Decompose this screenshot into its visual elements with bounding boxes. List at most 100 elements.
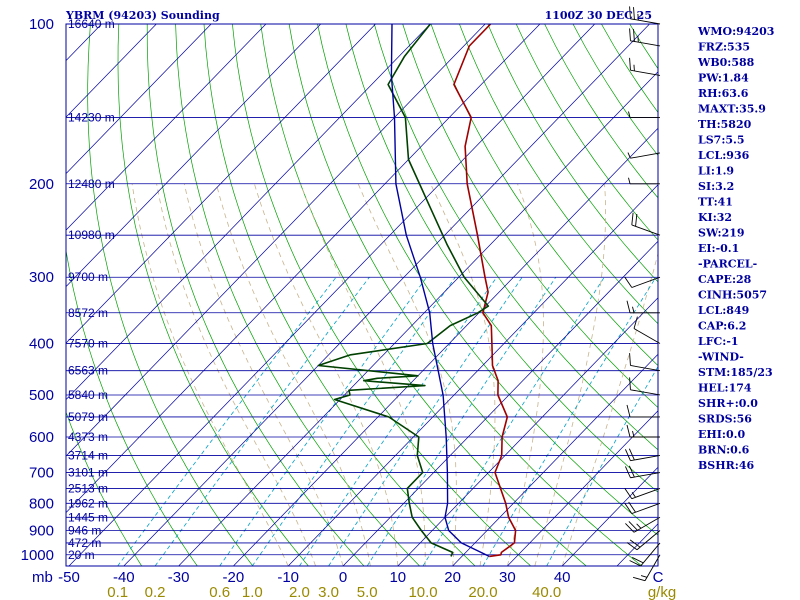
wind-barb-flag bbox=[633, 7, 635, 20]
height-label: 9700 m bbox=[68, 270, 108, 284]
moist-adiabat-line bbox=[534, 183, 606, 566]
station-title: YBRM (94203) Sounding bbox=[65, 9, 220, 22]
moist-adiabat-line bbox=[300, 183, 426, 566]
height-label: 3714 m bbox=[68, 448, 108, 462]
height-label: 8572 m bbox=[68, 306, 108, 320]
wind-barbs bbox=[624, 6, 661, 582]
wind-barb-half-flag bbox=[640, 575, 648, 578]
isotherm-line bbox=[66, 24, 431, 401]
pressure-label: 700 bbox=[29, 465, 54, 482]
dry-adiabat-line bbox=[430, 24, 658, 367]
isotherm-line bbox=[233, 127, 658, 566]
mixing-ratio-label: 1.0 bbox=[242, 584, 263, 600]
dry-adiabat-line bbox=[87, 24, 254, 566]
wind-barb-staff bbox=[630, 472, 661, 479]
index-value: SRDS:56 bbox=[698, 413, 752, 426]
index-value: MAXT:35.9 bbox=[698, 103, 766, 116]
wind-barb bbox=[626, 424, 660, 438]
isotherm-line bbox=[452, 353, 658, 566]
isotherm-line bbox=[287, 184, 658, 566]
index-value: HEL:174 bbox=[698, 382, 752, 395]
mixing-ratio-line bbox=[422, 276, 605, 566]
wind-barb-flag bbox=[625, 466, 631, 478]
isotherm-line bbox=[68, 24, 595, 566]
wind-barb bbox=[626, 530, 661, 551]
dry-adiabat-line bbox=[232, 24, 531, 566]
axis-labels: 16640 m 14230 m 12480 m 10980 m 9700 m 8572 m… bbox=[21, 16, 677, 600]
temperature-label: 30 bbox=[499, 569, 516, 586]
isotherm-line bbox=[178, 71, 658, 566]
wind-barb-flag bbox=[629, 377, 631, 390]
dry-adiabat-line bbox=[260, 24, 587, 566]
index-value: WB0:588 bbox=[697, 56, 755, 69]
height-label: 5840 m bbox=[68, 388, 108, 402]
dry-adiabat-line bbox=[402, 24, 658, 409]
index-value: STM:185/23 bbox=[698, 366, 773, 379]
height-label: 1962 m bbox=[68, 496, 108, 510]
temperature-unit-label: C bbox=[653, 569, 664, 586]
height-label: 6563 m bbox=[68, 364, 108, 378]
temperature-line bbox=[453, 24, 517, 558]
wind-barb-staff bbox=[630, 455, 661, 462]
height-label: 3101 m bbox=[68, 466, 108, 480]
wind-barb-flag bbox=[631, 557, 644, 564]
isotherm-line bbox=[66, 24, 486, 457]
mixing-ratio-line bbox=[117, 276, 337, 566]
wind-barb-flag bbox=[628, 448, 635, 461]
height-label: 472 m bbox=[68, 536, 101, 550]
wind-barb-staff bbox=[630, 365, 661, 372]
wind-barb bbox=[626, 404, 660, 418]
index-value: FRZ:535 bbox=[698, 41, 750, 54]
height-label: 16640 m bbox=[68, 17, 115, 31]
wind-barb-staff bbox=[633, 328, 661, 344]
height-label: 20 m bbox=[68, 548, 95, 562]
temperature-label: -40 bbox=[113, 569, 135, 586]
wind-barb bbox=[625, 448, 661, 462]
wind-barb bbox=[625, 516, 661, 533]
wind-barb bbox=[624, 488, 661, 500]
isotherm-line bbox=[342, 240, 658, 566]
profile-lines bbox=[317, 24, 517, 558]
wind-barb-staff bbox=[631, 276, 661, 288]
index-value: EHI:0.0 bbox=[698, 428, 745, 441]
pressure-unit-label: mb bbox=[32, 569, 53, 586]
wind-barb-staff bbox=[636, 530, 661, 551]
index-value: TH:5820 bbox=[698, 118, 752, 131]
moist-adiabat-line bbox=[183, 183, 344, 566]
wind-barb-staff bbox=[644, 554, 661, 581]
index-value: -PARCEL- bbox=[698, 258, 757, 271]
sounding-time: 1100Z 30 DEC 25 bbox=[545, 9, 652, 22]
temperature-label: -50 bbox=[58, 569, 80, 586]
index-value: LCL:849 bbox=[698, 304, 749, 317]
plot-frame bbox=[65, 23, 659, 567]
temperature-label: -10 bbox=[277, 569, 299, 586]
dewpoint-line bbox=[317, 24, 490, 557]
pressure-label: 600 bbox=[29, 429, 54, 446]
index-value: CINH:5057 bbox=[698, 289, 767, 302]
mixing-ratio-line bbox=[251, 276, 456, 566]
dry-adiabat-line bbox=[772, 24, 800, 566]
dry-adiabat-line bbox=[345, 24, 658, 493]
pressure-label: 200 bbox=[29, 176, 54, 193]
wind-barb-staff bbox=[631, 488, 661, 500]
mixing-ratio-line bbox=[366, 276, 557, 566]
index-value: PW:1.84 bbox=[698, 72, 749, 85]
mixing-ratio-label: 40.0 bbox=[532, 584, 561, 600]
wind-barb-flag bbox=[625, 523, 635, 533]
mixing-ratio-label: 10.0 bbox=[408, 584, 437, 600]
wind-barb-flag bbox=[626, 300, 631, 313]
mixing-ratio-label: 2.0 bbox=[289, 584, 310, 600]
isotherm-line bbox=[66, 24, 267, 231]
wind-barb-flag bbox=[628, 501, 636, 513]
wind-barb bbox=[629, 353, 661, 372]
wind-barb bbox=[625, 465, 661, 479]
wind-barb bbox=[632, 554, 661, 582]
mixing-ratio-line bbox=[546, 365, 658, 566]
wind-barb-half-flag bbox=[627, 152, 631, 159]
wind-barb-staff bbox=[630, 389, 661, 396]
wind-barb-flag bbox=[632, 576, 646, 582]
index-value: CAP:6.2 bbox=[698, 320, 746, 333]
parcel-line bbox=[390, 24, 490, 558]
temperature-label: 10 bbox=[389, 569, 406, 586]
